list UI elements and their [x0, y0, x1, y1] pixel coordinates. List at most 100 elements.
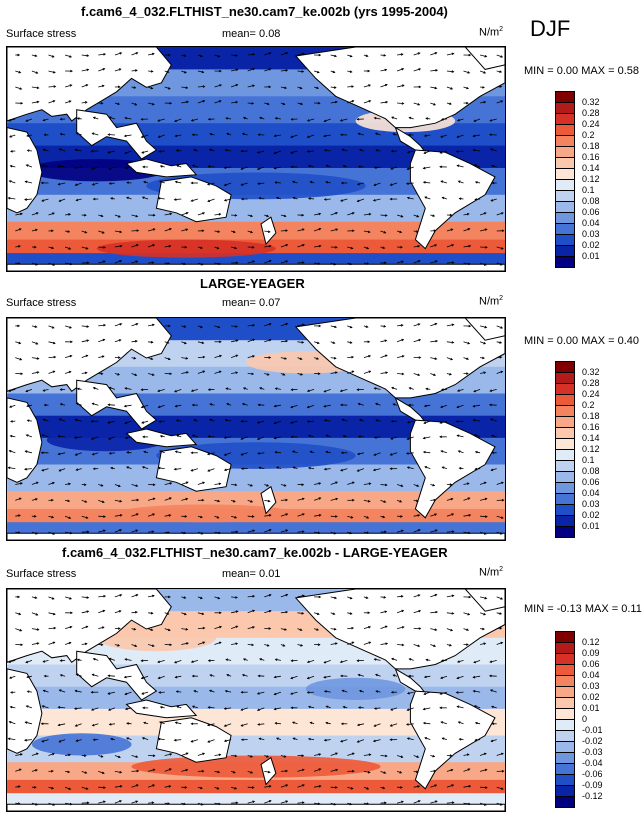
wind-arrow-head: [357, 673, 361, 677]
wind-arrow-head: [142, 706, 145, 710]
wind-arrow-head: [33, 515, 37, 518]
wind-arrow-head: [136, 513, 139, 516]
wind-arrow: [463, 262, 471, 265]
wind-arrow: [181, 371, 189, 374]
wind-arrow: [446, 802, 454, 804]
wind-arrow-head: [51, 498, 54, 502]
wind-arrow-head: [185, 497, 189, 501]
wind-arrow-head: [417, 594, 421, 597]
wind-arrow-head: [490, 705, 494, 709]
wind-arrow-head: [34, 54, 38, 57]
wind-arrow: [48, 802, 55, 806]
wind-arrow-head: [117, 102, 120, 106]
wind-arrow: [114, 514, 122, 517]
wind-arrow-head: [100, 755, 104, 758]
wind-arrow-head: [169, 482, 173, 485]
wind-arrow-head: [201, 498, 205, 502]
wind-arrow-head: [202, 212, 206, 215]
wind-arrow-head: [26, 690, 30, 693]
wind-arrow: [413, 594, 420, 598]
wind-arrow-head: [52, 341, 56, 345]
wind-arrow-head: [256, 708, 260, 711]
wind-arrow: [407, 737, 414, 740]
wind-arrow-head: [405, 723, 409, 726]
wind-arrow-head: [202, 481, 206, 485]
wind-arrow-head: [439, 692, 443, 695]
wind-arrow: [15, 753, 23, 756]
wind-arrow: [313, 70, 320, 73]
wind-arrow-head: [35, 532, 38, 535]
wind-arrow-head: [392, 674, 396, 677]
wind-arrow: [413, 373, 420, 376]
wind-arrow-head: [176, 164, 179, 168]
wind-arrow-head: [159, 180, 162, 183]
wind-arrow-head: [359, 148, 362, 152]
wind-arrow-head: [41, 739, 45, 743]
wind-arrow-head: [499, 612, 503, 615]
wind-arrow: [64, 100, 71, 104]
colorbar-label: 0.03: [582, 499, 600, 509]
wind-arrow: [324, 118, 331, 122]
wind-arrow: [357, 468, 365, 472]
wind-arrow-head: [300, 644, 304, 647]
wind-arrow-head: [102, 338, 106, 342]
wind-arrow: [8, 389, 16, 392]
wind-arrow-head: [390, 690, 394, 694]
wind-arrow: [491, 198, 497, 202]
wind-arrow: [164, 228, 172, 232]
wind-arrow-head: [151, 801, 155, 805]
colorbar-label: 0.18: [582, 141, 600, 151]
wind-arrow-head: [200, 515, 203, 519]
wind-arrow-head: [368, 212, 372, 216]
wind-arrow-head: [290, 135, 293, 138]
wind-arrow-head: [223, 724, 227, 727]
wind-arrow: [98, 786, 106, 789]
wind-arrow: [224, 182, 232, 186]
wind-arrow: [24, 198, 32, 201]
wind-arrow-head: [118, 755, 121, 759]
wind-arrow-head: [417, 529, 421, 532]
wind-arrow: [207, 468, 215, 472]
wind-arrow-head: [333, 356, 337, 360]
wind-arrow: [197, 627, 205, 629]
panel-2-units-text: N/m: [479, 295, 500, 308]
wind-arrow-head: [418, 85, 422, 89]
wind-arrow-head: [450, 228, 454, 231]
wind-arrow-head: [285, 244, 289, 247]
wind-arrow-head: [500, 597, 504, 600]
wind-arrow: [98, 324, 106, 327]
wind-arrow-head: [449, 754, 453, 757]
wind-arrow-head: [389, 453, 393, 456]
wind-arrow-head: [42, 118, 46, 122]
wind-arrow: [446, 784, 454, 788]
wind-arrow-head: [373, 658, 377, 661]
wind-arrow-head: [299, 628, 303, 631]
wind-arrow: [81, 325, 89, 328]
wind-arrow-head: [8, 721, 12, 724]
wind-arrow: [347, 515, 353, 519]
wind-arrow-head: [423, 404, 427, 408]
wind-arrow: [396, 801, 404, 804]
wind-arrow: [380, 771, 386, 774]
wind-arrow-head: [256, 167, 260, 170]
wind-arrow-head: [276, 737, 279, 740]
land-greenland: [464, 318, 505, 341]
wind-arrow-head: [207, 117, 211, 121]
wind-arrow-head: [19, 628, 23, 632]
wind-arrow-head: [36, 86, 40, 90]
wind-arrow: [308, 738, 315, 740]
wind-arrow: [257, 707, 265, 711]
wind-arrow-head: [306, 676, 310, 680]
wind-arrow: [81, 101, 87, 104]
wind-arrow-head: [290, 706, 294, 710]
wind-arrow-head: [169, 753, 173, 756]
wind-arrow: [496, 54, 503, 58]
wind-arrow: [114, 594, 122, 598]
wind-arrow: [108, 150, 115, 154]
wind-arrow: [297, 262, 304, 264]
wind-arrow-head: [383, 54, 387, 57]
wind-arrow: [473, 690, 481, 693]
wind-arrow-head: [151, 530, 155, 534]
wind-arrow-head: [318, 324, 322, 328]
wind-arrow-head: [157, 389, 161, 393]
